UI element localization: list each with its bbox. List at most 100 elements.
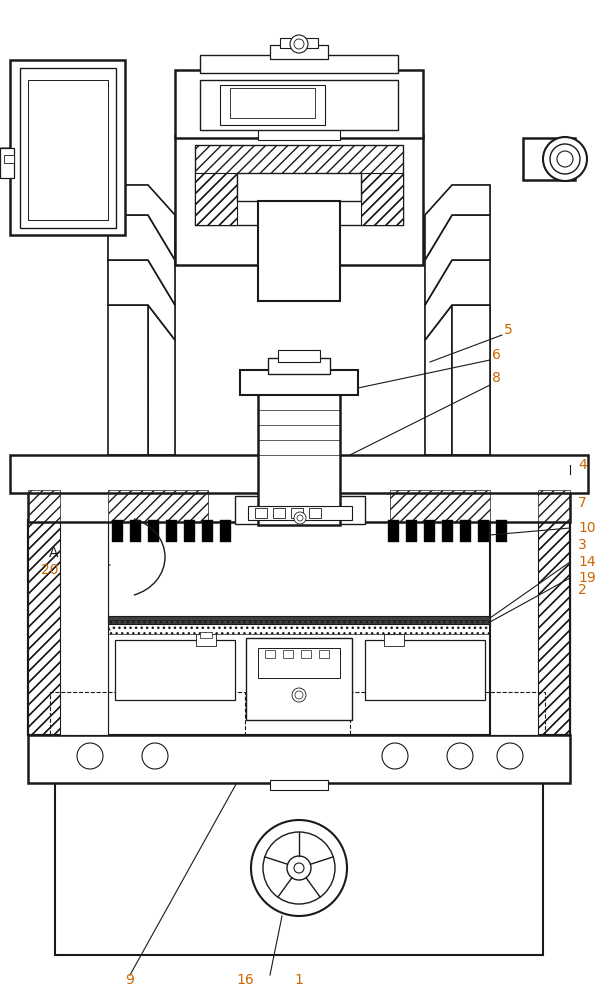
Bar bbox=[265, 650, 275, 658]
Bar bbox=[115, 640, 235, 700]
Circle shape bbox=[294, 39, 304, 49]
Text: 2: 2 bbox=[578, 583, 587, 597]
Bar bbox=[283, 650, 293, 658]
Bar bbox=[246, 638, 352, 720]
Polygon shape bbox=[425, 455, 490, 520]
Bar bbox=[237, 173, 361, 201]
Text: 8: 8 bbox=[492, 371, 501, 385]
Polygon shape bbox=[108, 185, 175, 260]
Bar bbox=[200, 55, 398, 73]
Text: 6: 6 bbox=[492, 348, 501, 362]
Text: 5: 5 bbox=[504, 323, 512, 337]
Polygon shape bbox=[0, 163, 18, 178]
Bar bbox=[195, 145, 403, 173]
Bar bbox=[350, 692, 545, 735]
Bar bbox=[258, 648, 340, 678]
Bar bbox=[240, 370, 358, 395]
Bar bbox=[184, 520, 195, 542]
Bar bbox=[195, 173, 237, 225]
Bar bbox=[55, 780, 543, 955]
Polygon shape bbox=[0, 148, 18, 163]
Bar bbox=[220, 520, 231, 542]
Bar bbox=[365, 640, 485, 700]
Text: A: A bbox=[48, 546, 58, 560]
Bar bbox=[4, 155, 14, 163]
Bar bbox=[235, 496, 365, 524]
Bar bbox=[275, 110, 323, 124]
Bar bbox=[28, 490, 60, 522]
Circle shape bbox=[550, 144, 580, 174]
Bar bbox=[130, 520, 141, 542]
Circle shape bbox=[447, 743, 473, 769]
Bar bbox=[108, 490, 208, 522]
Text: 20: 20 bbox=[41, 563, 58, 577]
Bar bbox=[28, 520, 108, 735]
Bar bbox=[384, 634, 404, 646]
Bar bbox=[195, 145, 403, 225]
Bar bbox=[255, 508, 267, 518]
Circle shape bbox=[382, 743, 408, 769]
Circle shape bbox=[142, 743, 168, 769]
Bar bbox=[28, 490, 570, 522]
Bar bbox=[108, 616, 490, 624]
Bar bbox=[248, 506, 352, 520]
Bar bbox=[166, 520, 177, 542]
Polygon shape bbox=[452, 305, 490, 455]
Bar bbox=[291, 508, 303, 518]
Bar bbox=[175, 70, 423, 138]
Text: 14: 14 bbox=[578, 555, 596, 569]
Bar bbox=[460, 520, 471, 542]
Polygon shape bbox=[425, 305, 452, 455]
Bar bbox=[230, 88, 315, 118]
Bar bbox=[258, 120, 340, 140]
Bar bbox=[361, 173, 403, 225]
Polygon shape bbox=[108, 455, 175, 520]
Circle shape bbox=[77, 743, 103, 769]
Text: 4: 4 bbox=[578, 458, 587, 472]
Circle shape bbox=[292, 688, 306, 702]
Bar bbox=[0, 148, 14, 178]
Bar bbox=[490, 520, 538, 735]
Bar bbox=[268, 358, 330, 374]
Bar bbox=[10, 60, 125, 235]
Polygon shape bbox=[148, 305, 175, 455]
Circle shape bbox=[543, 137, 587, 181]
Polygon shape bbox=[108, 260, 175, 340]
Polygon shape bbox=[425, 185, 490, 260]
Bar bbox=[175, 135, 423, 265]
Bar bbox=[200, 632, 212, 638]
Circle shape bbox=[294, 863, 304, 873]
Bar bbox=[28, 80, 108, 220]
Polygon shape bbox=[108, 215, 175, 305]
Polygon shape bbox=[425, 215, 490, 305]
Bar bbox=[196, 634, 216, 646]
Bar bbox=[195, 173, 237, 225]
Bar bbox=[200, 80, 398, 130]
Circle shape bbox=[251, 820, 347, 916]
Bar bbox=[60, 520, 108, 735]
Bar bbox=[301, 650, 311, 658]
Bar bbox=[496, 520, 507, 542]
Circle shape bbox=[295, 691, 303, 699]
Bar bbox=[280, 38, 318, 48]
Text: 10: 10 bbox=[578, 521, 596, 535]
Circle shape bbox=[557, 151, 573, 167]
Text: 7: 7 bbox=[578, 496, 587, 510]
Polygon shape bbox=[108, 305, 148, 455]
Bar bbox=[309, 508, 321, 518]
Bar bbox=[424, 520, 435, 542]
Circle shape bbox=[497, 743, 523, 769]
Text: 19: 19 bbox=[578, 571, 596, 585]
Bar bbox=[28, 735, 570, 783]
Bar bbox=[270, 780, 328, 790]
Bar bbox=[220, 85, 325, 125]
Text: 3: 3 bbox=[578, 538, 587, 552]
Bar bbox=[442, 520, 453, 542]
Bar bbox=[20, 68, 116, 228]
Polygon shape bbox=[425, 260, 490, 340]
Bar bbox=[258, 201, 340, 301]
Bar bbox=[108, 620, 490, 634]
Circle shape bbox=[287, 856, 311, 880]
Bar bbox=[112, 520, 123, 542]
Circle shape bbox=[297, 515, 303, 521]
